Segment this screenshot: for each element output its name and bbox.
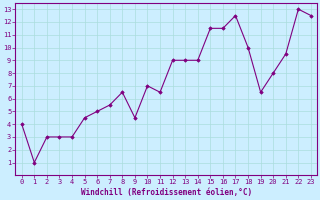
X-axis label: Windchill (Refroidissement éolien,°C): Windchill (Refroidissement éolien,°C) <box>81 188 252 197</box>
